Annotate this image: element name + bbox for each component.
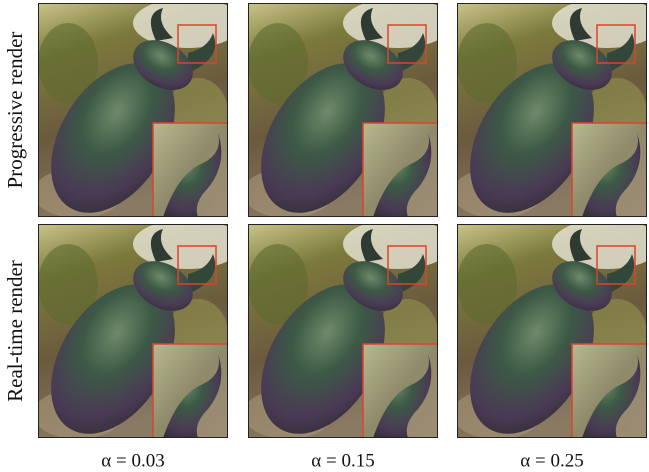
- column-label: α = 0.15: [311, 450, 374, 471]
- render-image: [25, 219, 243, 456]
- render-image: [444, 219, 649, 456]
- column-label: α = 0.03: [101, 450, 164, 471]
- render-image: [235, 219, 453, 456]
- render-image: [444, 0, 649, 235]
- render-image: [25, 0, 243, 235]
- row-label: Real-time render: [3, 260, 27, 402]
- column-label: α = 0.25: [520, 450, 583, 471]
- render-image: [235, 0, 453, 235]
- row-label: Progressive render: [3, 32, 27, 189]
